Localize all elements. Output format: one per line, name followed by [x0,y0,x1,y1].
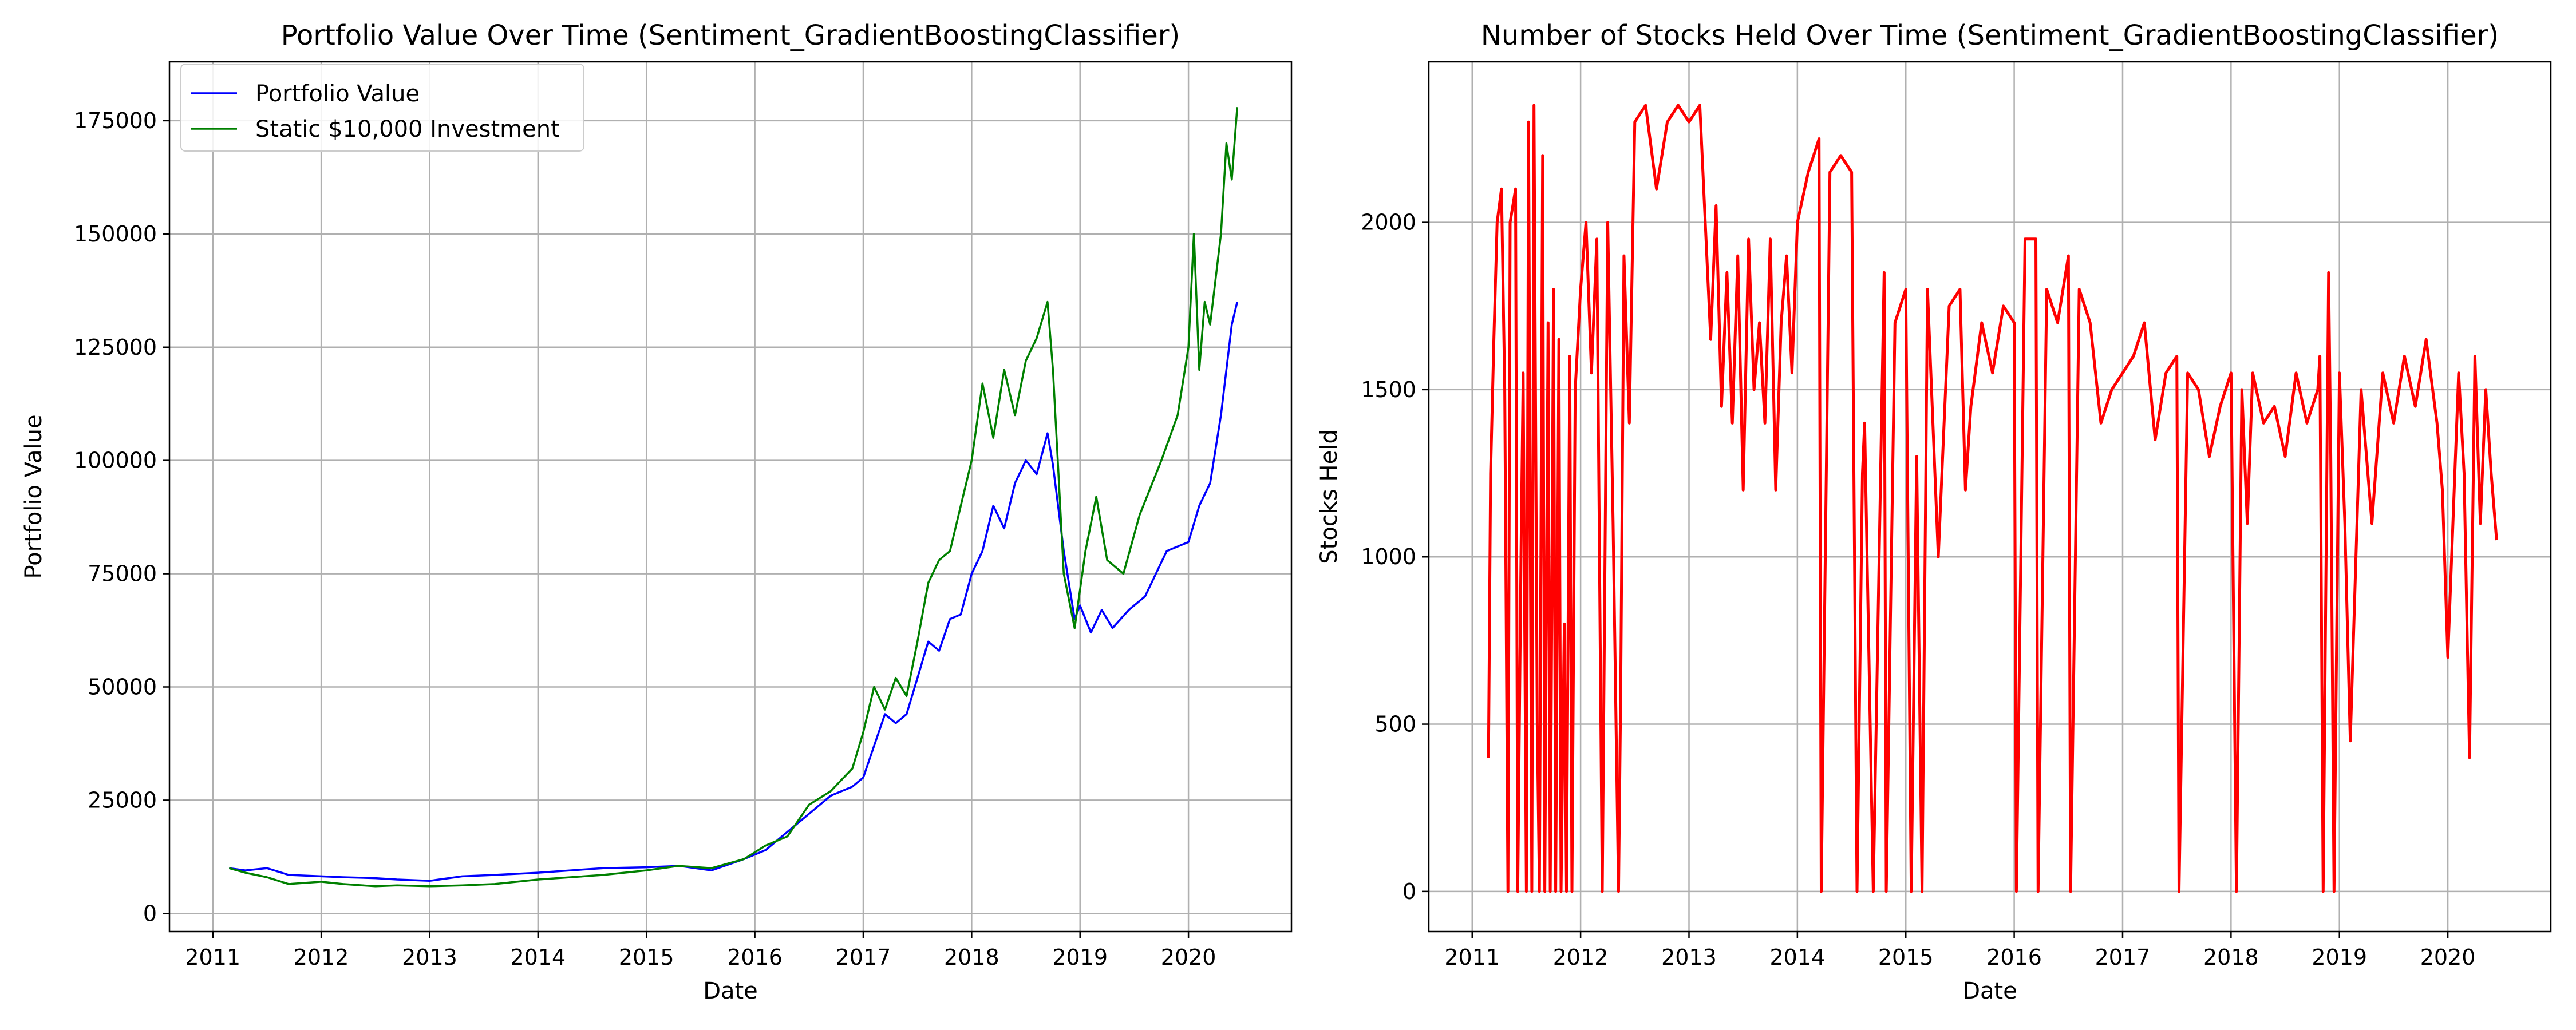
portfolio-value-line [228,302,1239,882]
x-tick-label: 2019 [2312,945,2367,970]
x-tick-labels: 2011 2012 2013 2014 2015 2016 2017 2018 2019 2020 [1444,932,2475,970]
series-0-line [1487,104,2498,893]
x-tick-label: 2020 [1161,945,1216,970]
x-axis-label: Date [703,978,758,1004]
x-tick-label: 2014 [511,945,566,970]
x-tick-label: 2012 [294,945,349,970]
x-tick-label: 2014 [1770,945,1826,970]
x-tick-label: 2018 [944,945,999,970]
y-tick-label: 125000 [74,335,157,360]
y-tick-labels: 0 25000 50000 75000 100000 125000 150000 175000 [74,108,169,926]
stocks-held-chart: 2011 2012 2013 2014 2015 2016 2017 2018 2019 2020… [1316,19,2552,1004]
x-axis-label: Date [1962,978,2017,1004]
x-tick-label: 2018 [2203,945,2259,970]
y-tick-label: 175000 [74,108,157,133]
x-tick-labels: 2011 2012 2013 2014 2015 2016 2017 2018 2019 2020 [185,932,1216,970]
y-tick-label: 1000 [1361,544,1416,569]
y-tick-label: 1500 [1361,377,1416,402]
y-tick-label: 500 [1374,712,1416,737]
x-tick-label: 2011 [185,945,240,970]
portfolio-value-chart: 2011 2012 2013 2014 2015 2016 2017 2018 2019 2020… [21,19,1293,1004]
grid [169,62,1291,932]
y-tick-labels: 0 500 1000 1500 2000 [1361,210,1429,904]
x-tick-label: 2011 [1444,945,1500,970]
static-10-000-investment-line [228,107,1239,888]
series-group [228,107,1239,888]
chart-title: Number of Stocks Held Over Time (Sentime… [1481,19,2499,52]
y-tick-label: 50000 [88,675,157,700]
y-tick-label: 2000 [1361,210,1416,235]
x-tick-label: 2017 [2095,945,2151,970]
x-tick-label: 2016 [727,945,783,970]
series-group [1487,104,2498,893]
x-tick-label: 2013 [1661,945,1717,970]
y-axis-label: Portfolio Value [21,414,47,579]
x-tick-label: 2019 [1052,945,1108,970]
legend-label-static: Static $10,000 Investment [255,116,560,142]
x-tick-label: 2020 [2420,945,2476,970]
y-tick-label: 150000 [74,221,157,247]
y-tick-label: 25000 [88,787,157,813]
y-tick-label: 75000 [88,561,157,587]
plot-frame [168,61,1293,933]
legend: Portfolio Value Static $10,000 Investmen… [180,64,584,152]
y-tick-label: 0 [1402,879,1416,904]
x-tick-label: 2013 [402,945,457,970]
y-tick-label: 0 [143,901,157,926]
legend-box [180,64,584,152]
grid [1429,62,2551,932]
y-tick-label: 100000 [74,448,157,473]
plot-frame [1428,61,2552,933]
x-tick-label: 2015 [619,945,674,970]
x-tick-label: 2015 [1878,945,1934,970]
x-tick-label: 2016 [1986,945,2042,970]
chart-title: Portfolio Value Over Time (Sentiment_Gra… [281,19,1180,52]
x-tick-label: 2017 [836,945,891,970]
x-tick-label: 2012 [1553,945,1609,970]
legend-label-portfolio: Portfolio Value [255,81,420,107]
y-axis-label: Stocks Held [1316,429,1342,564]
